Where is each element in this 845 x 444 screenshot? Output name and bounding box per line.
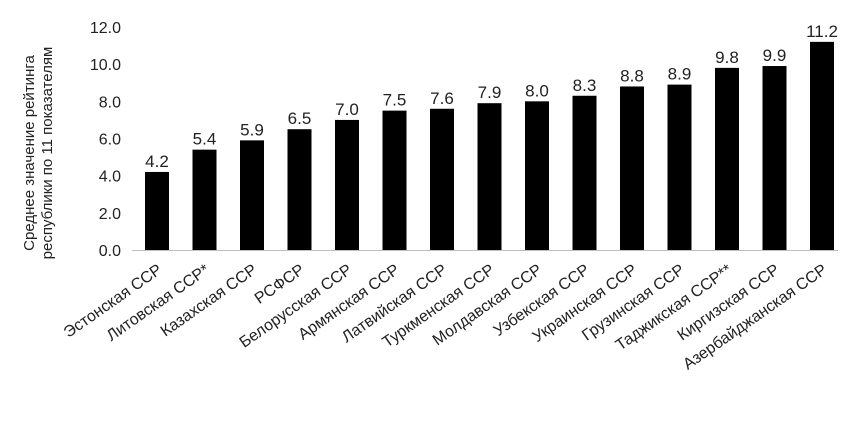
y-tick-label: 4.0 xyxy=(99,169,121,186)
data-label: 7.0 xyxy=(335,100,359,119)
data-label: 8.3 xyxy=(573,76,597,95)
data-label: 11.2 xyxy=(806,22,838,41)
y-tick-label: 6.0 xyxy=(99,132,121,149)
data-label: 8.0 xyxy=(525,81,549,100)
y-axis-label-line2: республики по 11 показателям xyxy=(39,47,56,260)
bar xyxy=(192,149,217,250)
data-labels-group: 4.2 5.4 5.9 6.5 7.0 7.5 7.6 7.9 8.0 8.3 8.8 8.9 9.8 9… xyxy=(145,22,838,171)
y-tick-label: 10.0 xyxy=(90,57,121,74)
data-label: 6.5 xyxy=(288,109,312,128)
data-label: 9.9 xyxy=(763,46,787,65)
data-label: 7.5 xyxy=(383,91,407,110)
bar xyxy=(335,119,359,251)
data-label: 8.8 xyxy=(620,66,644,85)
bar xyxy=(382,110,407,250)
bars-group xyxy=(145,41,834,251)
bar xyxy=(762,66,787,251)
data-label: 8.9 xyxy=(668,65,692,84)
bar xyxy=(430,108,454,251)
bar xyxy=(620,86,644,250)
data-label: 9.8 xyxy=(715,48,739,67)
bar xyxy=(145,171,169,250)
y-tick-label: 0.0 xyxy=(99,243,121,260)
bar xyxy=(525,101,549,250)
data-label: 4.2 xyxy=(145,152,169,171)
y-tick-label: 12.0 xyxy=(90,20,121,37)
data-label: 5.4 xyxy=(193,130,217,149)
data-label: 7.9 xyxy=(478,83,502,102)
bar xyxy=(240,140,264,250)
bar xyxy=(572,95,597,250)
bar xyxy=(810,41,834,250)
bar xyxy=(477,103,502,250)
y-axis-ticks: 0.0 2.0 4.0 6.0 8.0 10.0 12.0 xyxy=(90,20,121,260)
bar xyxy=(667,84,692,250)
y-axis-label-line1: Среднее значение рейтинга xyxy=(21,55,38,251)
data-label: 7.6 xyxy=(430,89,454,108)
data-label: 5.9 xyxy=(240,120,264,139)
y-tick-label: 2.0 xyxy=(99,206,121,223)
bar xyxy=(287,129,312,250)
bar xyxy=(715,67,739,250)
y-tick-label: 8.0 xyxy=(99,94,121,111)
